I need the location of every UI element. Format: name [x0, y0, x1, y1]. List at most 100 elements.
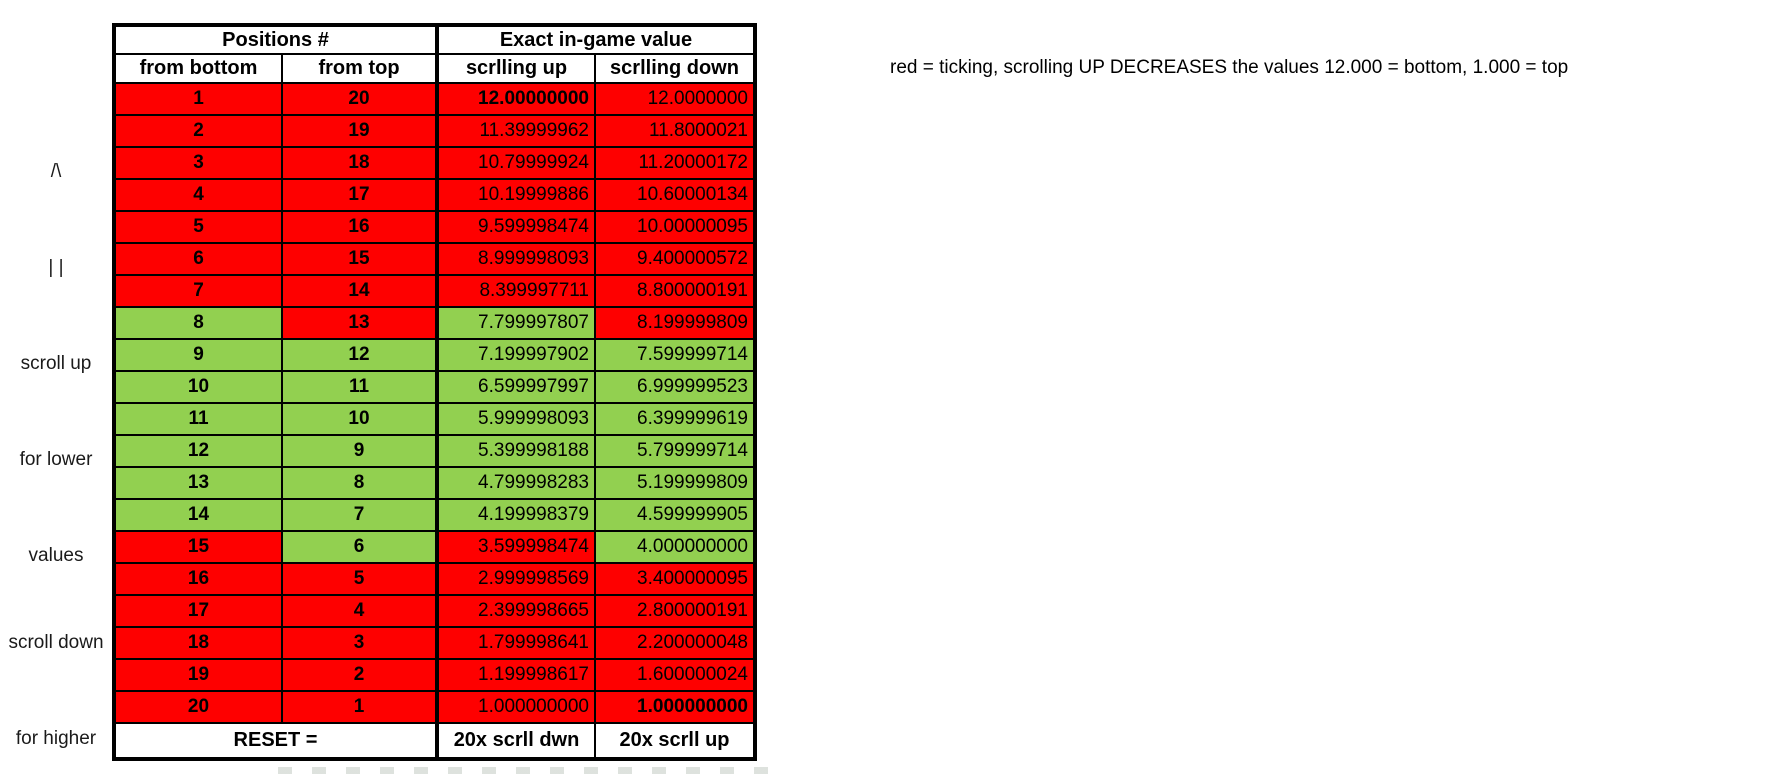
value-cell: 10.79999924	[435, 146, 596, 180]
table-row: 4 17 10.19999886 10.60000134	[113, 178, 756, 212]
position-cell: 18	[281, 146, 438, 180]
col-header-scrolling-up: scrlling up	[435, 53, 596, 84]
value-cell: 2.999998569	[435, 562, 596, 596]
value-cell: 1.199998617	[435, 658, 596, 692]
col-header-from-top: from top	[281, 53, 438, 84]
position-cell: 3	[281, 626, 438, 660]
cutoff-text-fragment	[278, 767, 783, 774]
position-cell: 9	[281, 434, 438, 468]
position-cell: 11	[113, 402, 283, 436]
table-row: 15 6 3.599998474 4.000000000	[113, 530, 756, 564]
position-cell: 16	[113, 562, 283, 596]
position-cell: 2	[281, 658, 438, 692]
value-cell: 7.199997902	[435, 338, 596, 372]
table-row: 9 12 7.199997902 7.599999714	[113, 338, 756, 372]
position-cell: 20	[113, 690, 283, 724]
scroll-down-annotation: scroll down for higher values | | \/	[0, 563, 112, 783]
position-cell: 8	[113, 306, 283, 340]
value-cell: 1.000000000	[435, 690, 596, 724]
value-cell: 2.399998665	[435, 594, 596, 628]
value-cell: 12.00000000	[435, 82, 596, 116]
table-row: 1 20 12.00000000 12.0000000	[113, 82, 756, 116]
table-row: 11 10 5.999998093 6.399999619	[113, 402, 756, 436]
positions-value-table: Positions # Exact in-game value from bot…	[112, 23, 757, 761]
value-cell: 9.400000572	[594, 242, 756, 276]
value-cell: 3.400000095	[594, 562, 756, 596]
position-cell: 11	[281, 370, 438, 404]
position-cell: 12	[281, 338, 438, 372]
position-cell: 13	[281, 306, 438, 340]
value-cell: 6.999999523	[594, 370, 756, 404]
position-cell: 5	[113, 210, 283, 244]
table-row: 10 11 6.599997997 6.999999523	[113, 370, 756, 404]
table-row: 20 1 1.000000000 1.000000000	[113, 690, 756, 724]
position-cell: 2	[113, 114, 283, 148]
position-cell: 6	[281, 530, 438, 564]
value-cell: 8.800000191	[594, 274, 756, 308]
value-cell: 7.799997807	[435, 306, 596, 340]
position-cell: 6	[113, 242, 283, 276]
table-row: 16 5 2.999998569 3.400000095	[113, 562, 756, 596]
annotation-line: for higher	[15, 728, 97, 749]
value-cell: 12.0000000	[594, 82, 756, 116]
value-cell: 6.399999619	[594, 402, 756, 436]
col-header-from-bottom: from bottom	[113, 53, 283, 84]
table-row: 3 18 10.79999924 11.20000172	[113, 146, 756, 180]
col-header-scrolling-down: scrlling down	[594, 53, 756, 84]
legend-note: red = ticking, scrolling UP DECREASES th…	[890, 57, 1569, 78]
position-cell: 15	[113, 530, 283, 564]
value-cell: 5.799999714	[594, 434, 756, 468]
position-cell: 13	[113, 466, 283, 500]
arrow-up-icon: /\	[50, 161, 62, 182]
position-cell: 18	[113, 626, 283, 660]
position-cell: 15	[281, 242, 438, 276]
value-cell: 10.00000095	[594, 210, 756, 244]
group-header-row: Positions # Exact in-game value	[113, 24, 756, 55]
value-cell: 4.199998379	[435, 498, 596, 532]
value-cell: 11.20000172	[594, 146, 756, 180]
value-cell: 11.8000021	[594, 114, 756, 148]
position-cell: 10	[113, 370, 283, 404]
value-cell: 8.999998093	[435, 242, 596, 276]
value-cell: 5.999998093	[435, 402, 596, 436]
column-header-row: from bottom from top scrlling up scrllin…	[113, 53, 756, 84]
value-cell: 5.399998188	[435, 434, 596, 468]
table-row: 17 4 2.399998665 2.800000191	[113, 594, 756, 628]
position-cell: 20	[281, 82, 438, 116]
value-cell: 1.600000024	[594, 658, 756, 692]
position-cell: 10	[281, 402, 438, 436]
position-cell: 14	[281, 274, 438, 308]
value-cell: 10.60000134	[594, 178, 756, 212]
position-cell: 4	[113, 178, 283, 212]
position-cell: 19	[113, 658, 283, 692]
annotation-line: values	[28, 545, 84, 566]
reset-scroll-up-label: 20x scrll up	[594, 722, 756, 760]
position-cell: 17	[281, 178, 438, 212]
annotation-line: scroll up	[20, 353, 92, 374]
position-cell: 1	[113, 82, 283, 116]
position-cell: 17	[113, 594, 283, 628]
table-row: 14 7 4.199998379 4.599999905	[113, 498, 756, 532]
table-row: 12 9 5.399998188 5.799999714	[113, 434, 756, 468]
value-cell: 4.000000000	[594, 530, 756, 564]
value-cell: 9.599998474	[435, 210, 596, 244]
table-row: 19 2 1.199998617 1.600000024	[113, 658, 756, 692]
value-group-header: Exact in-game value	[435, 24, 756, 55]
table-row: 8 13 7.799997807 8.199999809	[113, 306, 756, 340]
value-cell: 3.599998474	[435, 530, 596, 564]
arrow-shaft-icon: | |	[48, 257, 64, 278]
position-cell: 7	[113, 274, 283, 308]
reset-row: RESET = 20x scrll dwn 20x scrll up	[113, 722, 756, 760]
value-cell: 1.799998641	[435, 626, 596, 660]
table-header: Positions # Exact in-game value from bot…	[113, 24, 756, 84]
positions-group-header: Positions #	[113, 24, 438, 55]
position-cell: 4	[281, 594, 438, 628]
value-cell: 4.799998283	[435, 466, 596, 500]
value-cell: 7.599999714	[594, 338, 756, 372]
position-cell: 16	[281, 210, 438, 244]
value-cell: 8.399997711	[435, 274, 596, 308]
position-cell: 9	[113, 338, 283, 372]
value-cell: 2.800000191	[594, 594, 756, 628]
position-cell: 3	[113, 146, 283, 180]
table-row: 6 15 8.999998093 9.400000572	[113, 242, 756, 276]
